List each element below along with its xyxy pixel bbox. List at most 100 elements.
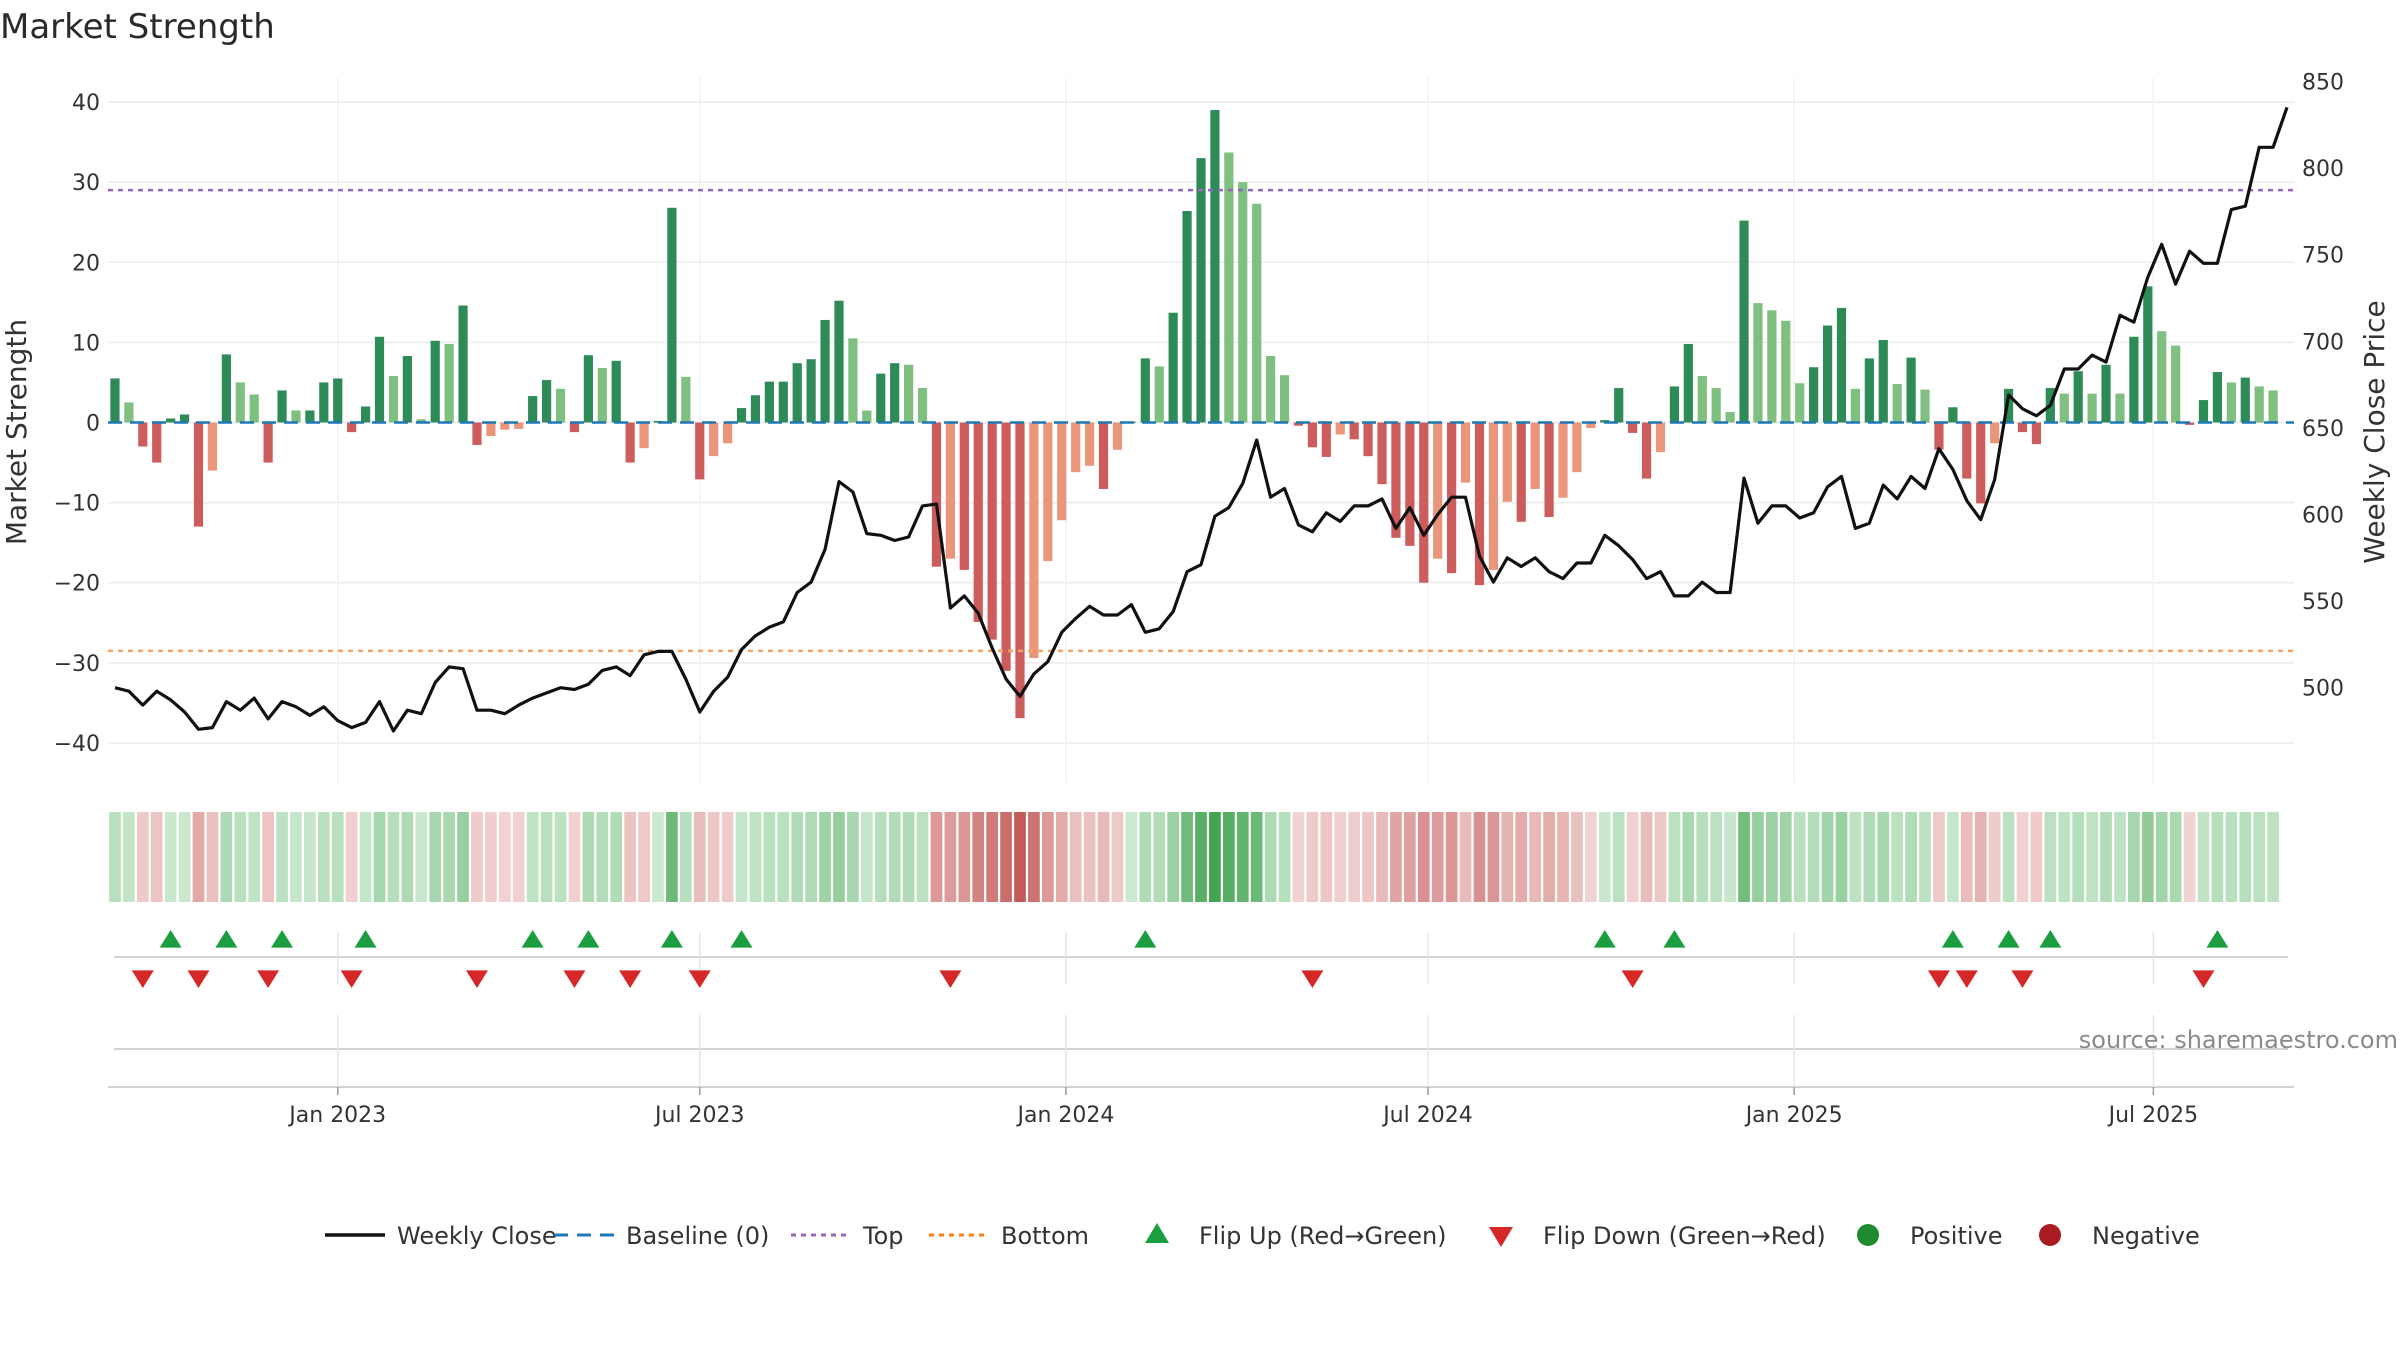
strength-bar (1934, 422, 1944, 450)
heat-cell (317, 812, 330, 902)
heat-cell (1710, 812, 1723, 902)
x-tick-label: Jul 2024 (1381, 1103, 1473, 1128)
flip-down-marker (619, 970, 642, 988)
heat-cell (1334, 812, 1347, 902)
heat-cell (1209, 812, 1221, 902)
strength-bar (1488, 422, 1498, 570)
heat-cell (833, 812, 845, 902)
left-tick-label: 40 (72, 91, 100, 116)
strength-bar (904, 364, 914, 423)
heat-cell (1236, 812, 1249, 902)
strength-bar (959, 422, 969, 570)
flip-down-marker (187, 970, 210, 988)
heat-cell (206, 812, 219, 902)
strength-bar (2157, 331, 2167, 423)
heat-cell (1487, 812, 1500, 902)
heat-cell (958, 812, 971, 902)
strength-bar (611, 360, 621, 423)
heat-cell (1626, 812, 1639, 902)
left-tick-label: 0 (86, 411, 100, 436)
heat-cell (2225, 812, 2238, 902)
strength-bar (360, 406, 371, 423)
heat-cell (735, 812, 748, 902)
strength-bar (1419, 422, 1429, 583)
strength-bar (2003, 388, 2014, 423)
strength-bar (347, 422, 357, 433)
legend-label: Bottom (1001, 1222, 1089, 1250)
heat-cell (1501, 812, 1514, 902)
right-tick-label: 700 (2302, 330, 2344, 355)
heat-cell (1988, 812, 2001, 902)
strength-bar (1739, 220, 1749, 423)
strength-bar (1349, 422, 1359, 440)
heat-cell (1585, 812, 1597, 902)
strength-bar (1767, 310, 1777, 423)
heat-cell (1891, 812, 1904, 902)
heat-cell (1571, 812, 1583, 902)
strength-bar (277, 390, 287, 423)
strength-bar (1210, 110, 1220, 423)
chart-title: Market Strength (0, 7, 275, 47)
heat-cell (1390, 812, 1402, 902)
strength-bar (179, 414, 190, 423)
strength-bar (1112, 422, 1123, 450)
heat-cell (2141, 812, 2154, 902)
heat-cell (1919, 812, 1931, 902)
heat-cell (1905, 812, 1917, 902)
left-tick-label: −40 (54, 732, 100, 757)
strength-bar (207, 422, 218, 471)
heat-cell (1431, 812, 1444, 902)
strength-bar (541, 380, 552, 423)
strength-bar (1001, 422, 1011, 671)
strength-bar (1474, 422, 1485, 586)
strength-bars (110, 110, 2278, 719)
strength-bar (750, 395, 761, 423)
strength-bar (1085, 422, 1095, 466)
strength-bar (1697, 376, 1707, 423)
strength-bar (1976, 422, 1986, 504)
right-tick-label: 550 (2302, 590, 2344, 615)
heat-cell (2002, 812, 2015, 902)
reference-lines (108, 188, 2294, 653)
strength-bar (486, 422, 496, 437)
heat-cell (1041, 812, 1054, 902)
strength-bar (973, 422, 983, 622)
heat-cell (1028, 812, 1040, 902)
right-tick-label: 600 (2302, 504, 2344, 529)
heat-cell (220, 812, 233, 902)
strength-bar (1809, 367, 1819, 423)
flip-up-marker (1663, 930, 1686, 948)
heat-cell (136, 812, 149, 902)
heat-cell (1097, 812, 1110, 902)
strength-bar (2268, 390, 2278, 423)
heat-cell (652, 812, 664, 902)
strength-bar (1878, 339, 1888, 423)
strength-bar (1558, 422, 1568, 498)
heat-cell (819, 812, 831, 902)
heat-cell (1654, 812, 1667, 902)
heat-cell (1821, 812, 1834, 902)
strength-bar (583, 355, 593, 423)
strength-bar (736, 408, 747, 423)
strength-bar (1781, 320, 1791, 423)
strength-bar (402, 355, 412, 423)
heat-cell (485, 812, 497, 902)
heat-cell (1793, 812, 1806, 902)
heat-cell (1000, 812, 1012, 902)
heat-cell (2030, 812, 2043, 902)
x-tick-label: Jan 2024 (1015, 1103, 1114, 1128)
heat-cell (1877, 812, 1890, 902)
heat-cell (2155, 812, 2168, 902)
legend-label: Top (862, 1222, 904, 1250)
strength-bar (1043, 422, 1053, 562)
strength-bar (876, 373, 886, 423)
strength-bar (472, 422, 482, 445)
heat-cell (1264, 812, 1277, 902)
strength-bar (2073, 371, 2083, 423)
x-tick-label: Jul 2025 (2107, 1103, 2199, 1128)
heat-cell (1779, 812, 1792, 902)
strength-bar (1502, 422, 1512, 502)
heat-cell (1153, 812, 1166, 902)
strength-bar (2198, 400, 2209, 423)
heat-cell (109, 812, 121, 902)
